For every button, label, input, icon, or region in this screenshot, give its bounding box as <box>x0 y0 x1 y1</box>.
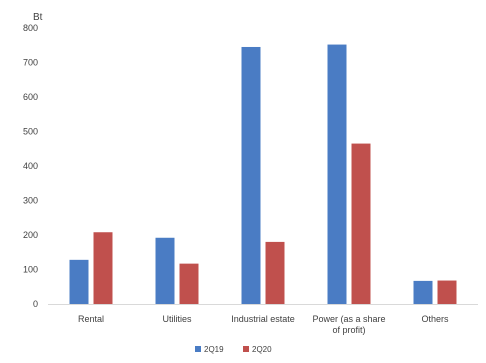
bar-2Q20-1 <box>179 263 199 304</box>
y-tick-label: 600 <box>23 92 38 102</box>
y-axis-unit-label: Bt <box>33 12 43 23</box>
bars <box>69 44 457 305</box>
bar-2Q19-4 <box>413 280 433 304</box>
bar-2Q19-0 <box>69 259 89 304</box>
legend-swatch <box>195 346 201 352</box>
y-tick-label: 100 <box>23 265 38 275</box>
y-tick-label: 500 <box>23 127 38 137</box>
bar-2Q20-2 <box>265 241 285 304</box>
category-label: Utilities <box>162 314 192 324</box>
y-axis-ticks: 0 100 200 300 400 500 600 700 800 <box>23 23 38 309</box>
category-label: of profit) <box>332 325 365 335</box>
legend-label: 2Q19 <box>204 345 224 354</box>
y-tick-label: 300 <box>23 196 38 206</box>
category-label: Rental <box>78 314 104 324</box>
bar-2Q19-1 <box>155 237 175 304</box>
y-tick-label: 800 <box>23 23 38 33</box>
y-tick-label: 700 <box>23 58 38 68</box>
legend-label: 2Q20 <box>252 345 272 354</box>
legend-swatch <box>243 346 249 352</box>
category-label: Industrial estate <box>231 314 295 324</box>
y-tick-label: 0 <box>33 299 38 309</box>
bar-2Q20-3 <box>351 143 371 304</box>
category-label: Others <box>421 314 449 324</box>
bar-2Q19-2 <box>241 46 261 304</box>
bar-2Q20-4 <box>437 280 457 304</box>
bar-2Q19-3 <box>327 44 347 305</box>
category-label: Power (as a share <box>312 314 385 324</box>
bar-2Q20-0 <box>93 232 113 304</box>
y-tick-label: 200 <box>23 230 38 240</box>
category-labels: Rental Utilities Industrial estate Power (a… <box>78 314 449 335</box>
legend: 2Q19 2Q20 <box>195 345 272 354</box>
y-tick-label: 400 <box>23 161 38 171</box>
